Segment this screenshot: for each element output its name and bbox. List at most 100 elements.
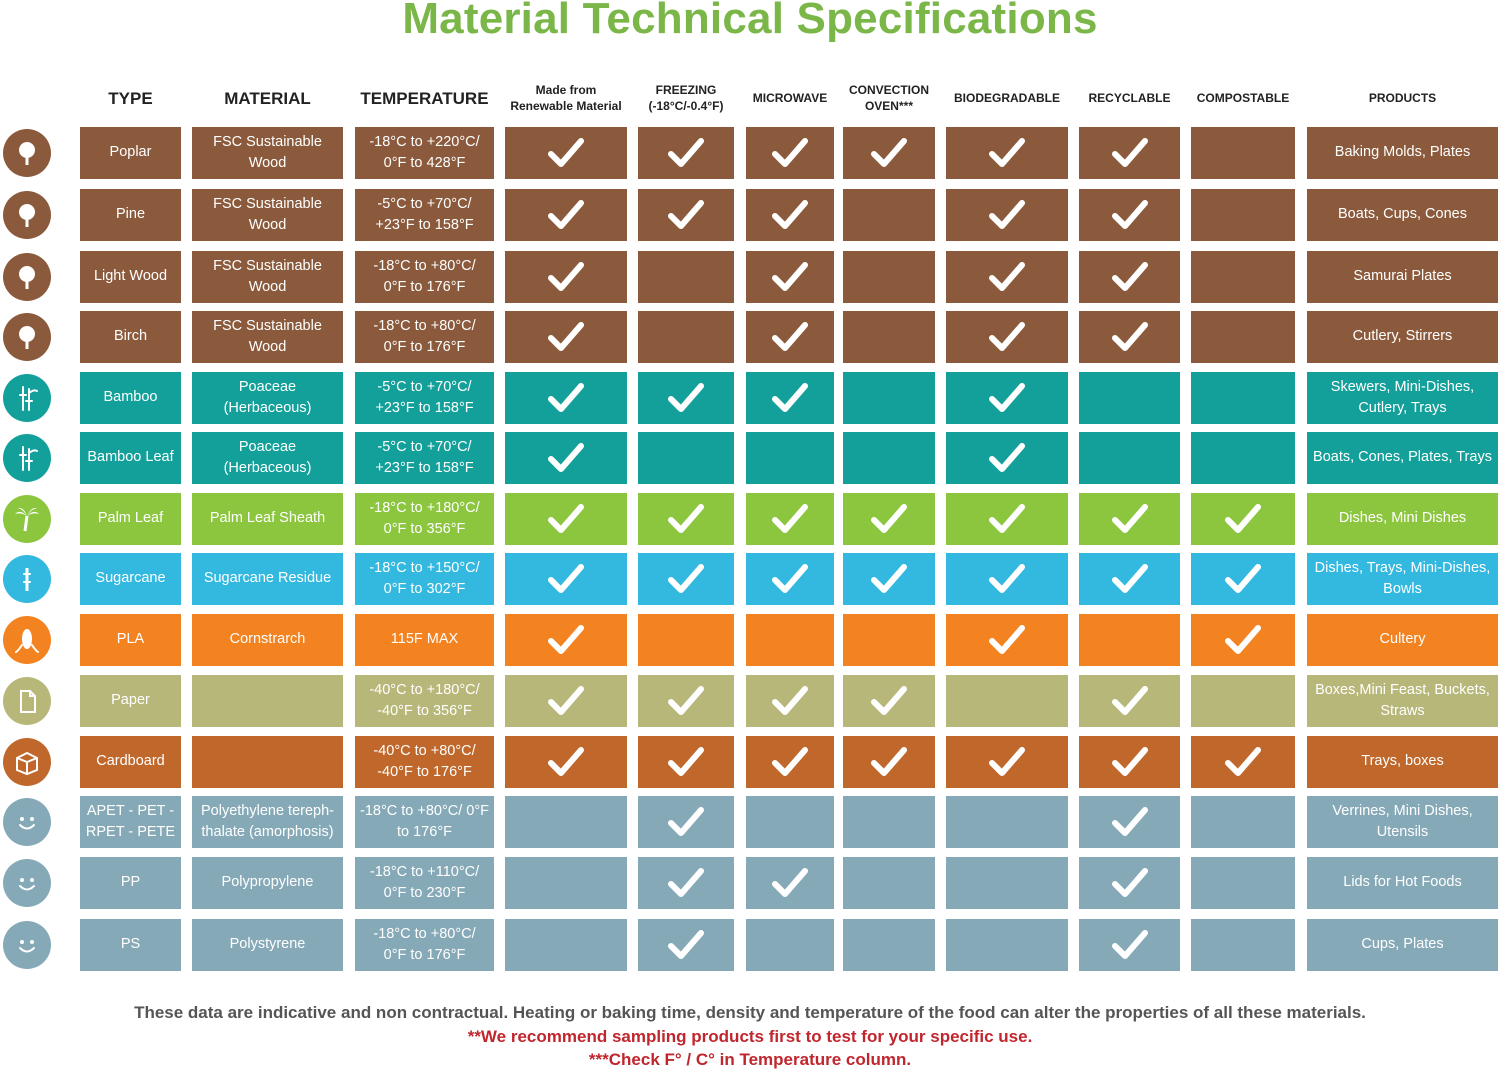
checkmark-icon: [770, 136, 810, 170]
temperature-cell: -18°C to +150°C/0°F to 302°F: [355, 553, 494, 605]
convection-oven-cell: [843, 372, 935, 424]
renewable-cell: [505, 372, 627, 424]
checkmark-icon: [1110, 805, 1150, 839]
products-cell: Skewers, Mini-Dishes, Cutlery, Trays: [1307, 372, 1498, 424]
checkmark-icon: [666, 136, 706, 170]
renewable-cell: [505, 189, 627, 241]
checkmark-icon: [987, 562, 1027, 596]
microwave-cell: [746, 493, 834, 545]
products-cell: Cutlery, Stirrers: [1307, 311, 1498, 363]
compostable-cell: [1191, 493, 1295, 545]
compostable-cell: [1191, 372, 1295, 424]
recyclable-cell: [1079, 614, 1180, 666]
checkmark-icon: [1110, 136, 1150, 170]
header-recyclable: RECYCLABLE: [1088, 91, 1171, 106]
checkmark-icon: [869, 136, 909, 170]
convection-oven-cell: [843, 311, 935, 363]
checkmark-icon: [546, 745, 586, 779]
cardboard-box-icon: [3, 738, 51, 786]
compostable-cell: [1191, 251, 1295, 303]
temperature-cell: -5°C to +70°C/+23°F to 158°F: [355, 372, 494, 424]
temperature-note: ***Check F° / C° in Temperature column.: [588, 1050, 912, 1069]
temperature-cell: -5°C to +70°C/+23°F to 158°F: [355, 189, 494, 241]
checkmark-icon: [1223, 623, 1263, 657]
convection-oven-cell: [843, 493, 935, 545]
freezing-cell: [638, 189, 734, 241]
checkmark-icon: [987, 260, 1027, 294]
checkmark-icon: [666, 928, 706, 962]
wood-tree-icon: [3, 253, 51, 301]
material-cell: Poaceae (Herbaceous): [192, 432, 343, 484]
biodegradable-cell: [946, 857, 1068, 909]
checkmark-icon: [1110, 502, 1150, 536]
temperature-cell: 115F MAX: [355, 614, 494, 666]
compostable-cell: [1191, 919, 1295, 971]
freezing-cell: [638, 736, 734, 788]
freezing-cell: [638, 553, 734, 605]
freezing-cell: [638, 251, 734, 303]
wood-tree-icon: [3, 191, 51, 239]
freezing-cell: [638, 127, 734, 179]
material-cell: FSC Sustainable Wood: [192, 311, 343, 363]
products-cell: Dishes, Mini Dishes: [1307, 493, 1498, 545]
freezing-cell: [638, 493, 734, 545]
temperature-cell: -18°C to +220°C/0°F to 428°F: [355, 127, 494, 179]
microwave-cell: [746, 372, 834, 424]
recyclable-cell: [1079, 553, 1180, 605]
products-cell: Verrines, Mini Dishes, Utensils: [1307, 796, 1498, 848]
temperature-cell: -5°C to +70°C/+23°F to 158°F: [355, 432, 494, 484]
temperature-cell: -18°C to +110°C/0°F to 230°F: [355, 857, 494, 909]
checkmark-icon: [546, 441, 586, 475]
microwave-cell: [746, 919, 834, 971]
checkmark-icon: [987, 320, 1027, 354]
temperature-cell: -18°C to +80°C/0°F to 176°F: [355, 251, 494, 303]
biodegradable-cell: [946, 432, 1068, 484]
renewable-cell: [505, 675, 627, 727]
recyclable-cell: [1079, 127, 1180, 179]
checkmark-icon: [770, 320, 810, 354]
renewable-cell: [505, 736, 627, 788]
temperature-cell: -18°C to +80°C/ 0°F to 176°F: [355, 796, 494, 848]
checkmark-icon: [987, 623, 1027, 657]
products-cell: Samurai Plates: [1307, 251, 1498, 303]
convection-oven-cell: [843, 736, 935, 788]
header-compostable: COMPOSTABLE: [1196, 91, 1290, 106]
checkmark-icon: [770, 198, 810, 232]
freezing-cell: [638, 432, 734, 484]
products-cell: Boats, Cones, Plates, Trays: [1307, 432, 1498, 484]
freezing-cell: [638, 919, 734, 971]
bamboo-icon: [3, 374, 51, 422]
wood-tree-icon: [3, 129, 51, 177]
compostable-cell: [1191, 857, 1295, 909]
header-temperature: TEMPERATURE: [360, 88, 489, 108]
biodegradable-cell: [946, 189, 1068, 241]
recyclable-cell: [1079, 432, 1180, 484]
checkmark-icon: [1110, 866, 1150, 900]
checkmark-icon: [666, 198, 706, 232]
compostable-cell: [1191, 189, 1295, 241]
renewable-cell: [505, 127, 627, 179]
type-cell: Palm Leaf: [80, 493, 181, 545]
temperature-cell: -18°C to +80°C/0°F to 176°F: [355, 311, 494, 363]
checkmark-icon: [546, 381, 586, 415]
biodegradable-cell: [946, 251, 1068, 303]
microwave-cell: [746, 675, 834, 727]
convection-oven-cell: [843, 189, 935, 241]
checkmark-icon: [1223, 502, 1263, 536]
header-convection-oven: CONVECTION OVEN***: [848, 83, 929, 113]
checkmark-icon: [770, 502, 810, 536]
material-cell: Polypropylene: [192, 857, 343, 909]
recyclable-cell: [1079, 493, 1180, 545]
microwave-cell: [746, 796, 834, 848]
microwave-cell: [746, 736, 834, 788]
checkmark-icon: [987, 136, 1027, 170]
type-cell: PS: [80, 919, 181, 971]
cornstarch-icon: [3, 616, 51, 664]
products-cell: Cups, Plates: [1307, 919, 1498, 971]
biodegradable-cell: [946, 736, 1068, 788]
wood-tree-icon: [3, 313, 51, 361]
biodegradable-cell: [946, 127, 1068, 179]
renewable-cell: [505, 919, 627, 971]
products-cell: Dishes, Trays, Mini-Dishes, Bowls: [1307, 553, 1498, 605]
checkmark-icon: [987, 745, 1027, 779]
